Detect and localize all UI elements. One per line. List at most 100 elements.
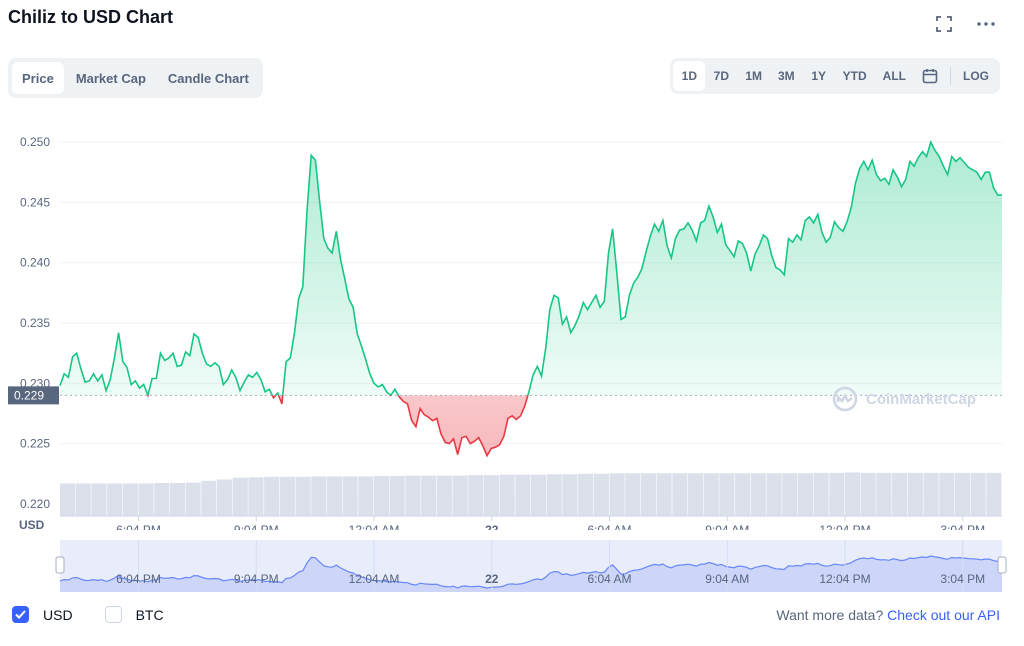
volume-bar bbox=[954, 472, 970, 516]
range-ytd[interactable]: YTD bbox=[842, 69, 867, 83]
volume-bar bbox=[389, 475, 405, 516]
volume-bar bbox=[829, 472, 845, 516]
navigator-tick-label: 9:04 AM bbox=[705, 572, 749, 586]
tab-price[interactable]: Price bbox=[12, 62, 64, 94]
navigator-handle-left[interactable] bbox=[55, 556, 65, 574]
volume-bar bbox=[876, 472, 892, 516]
usd-checkbox[interactable] bbox=[12, 606, 29, 623]
tab-market-cap[interactable]: Market Cap bbox=[75, 70, 146, 86]
series-legend: USD BTC bbox=[12, 606, 164, 623]
x-tick-label: 9:04 AM bbox=[705, 523, 749, 530]
expand-icon[interactable] bbox=[934, 14, 954, 34]
volume-bar bbox=[279, 476, 295, 516]
navigator-tick-label: 12:04 PM bbox=[819, 572, 870, 586]
volume-bar bbox=[122, 483, 138, 516]
volume-bar bbox=[326, 476, 342, 516]
tab-candle-chart[interactable]: Candle Chart bbox=[167, 70, 249, 86]
y-tick-label: 0.245 bbox=[20, 195, 50, 209]
navigator-tick-label: 3:04 PM bbox=[940, 572, 985, 586]
volume-bar bbox=[625, 473, 641, 516]
volume-bar bbox=[138, 483, 154, 516]
coinmarketcap-logo bbox=[832, 386, 858, 412]
volume-bar bbox=[797, 473, 813, 516]
chart-toolbar-icons bbox=[934, 14, 996, 34]
x-tick-label: 3:04 PM bbox=[940, 523, 985, 530]
volume-bar bbox=[609, 473, 625, 516]
volume-bar bbox=[169, 483, 185, 516]
volume-bar bbox=[311, 476, 327, 516]
price-line-up bbox=[59, 139, 1002, 396]
volume-bar bbox=[688, 473, 704, 516]
volume-bar bbox=[892, 472, 908, 516]
more-data-promo: Want more data? Check out our API bbox=[776, 607, 1000, 623]
btc-checkbox[interactable] bbox=[104, 606, 122, 623]
navigator-tick-label: 6:04 AM bbox=[587, 572, 631, 586]
calendar-icon[interactable] bbox=[914, 61, 946, 91]
legend-btc[interactable]: BTC bbox=[104, 606, 164, 623]
range-1m[interactable]: 1M bbox=[745, 69, 762, 83]
more-data-text: Want more data? bbox=[776, 607, 884, 623]
volume-bar bbox=[75, 483, 91, 516]
log-scale-toggle[interactable]: LOG bbox=[963, 69, 989, 83]
x-tick-label: 12:04 AM bbox=[349, 523, 400, 530]
y-tick-label: 0.225 bbox=[20, 437, 50, 451]
range-all[interactable]: ALL bbox=[882, 69, 906, 83]
navigator-tick-label: 6:04 PM bbox=[116, 572, 161, 586]
volume-bar bbox=[154, 483, 170, 516]
volume-bar bbox=[578, 473, 594, 516]
volume-bar bbox=[986, 472, 1002, 516]
legend-btc-label: BTC bbox=[135, 606, 164, 623]
legend-usd-label: USD bbox=[43, 606, 73, 623]
navigator-tick-label: 12:04 AM bbox=[349, 572, 400, 586]
legend-usd[interactable]: USD bbox=[12, 606, 73, 623]
y-tick-label: 0.240 bbox=[20, 256, 50, 270]
range-divider bbox=[950, 67, 951, 85]
volume-bar bbox=[656, 473, 672, 516]
volume-bar bbox=[531, 474, 547, 516]
volume-bar bbox=[719, 473, 735, 516]
range-1d[interactable]: 1D bbox=[673, 61, 706, 91]
volume-bar bbox=[813, 472, 829, 516]
range-7d[interactable]: 7D bbox=[713, 69, 729, 83]
baseline-tag-label: 0.229 bbox=[14, 388, 44, 402]
volume-bar bbox=[515, 474, 531, 516]
range-1y[interactable]: 1Y bbox=[811, 69, 827, 83]
volume-bar bbox=[907, 472, 923, 516]
range-3m[interactable]: 3M bbox=[778, 69, 795, 83]
volume-bar bbox=[782, 473, 798, 516]
x-tick-label: 22 bbox=[485, 523, 499, 530]
price-chart[interactable]: 0.2500.2450.2400.2350.2300.2250.2200.229… bbox=[0, 110, 1024, 530]
volume-bar bbox=[766, 473, 782, 516]
volume-bar bbox=[358, 476, 374, 516]
volume-bar bbox=[201, 480, 217, 516]
navigator-tick-label: 22 bbox=[485, 572, 499, 586]
volume-bar bbox=[593, 473, 609, 516]
baseline-tag bbox=[8, 386, 59, 405]
volume-bar bbox=[232, 477, 248, 516]
volume-bar bbox=[217, 479, 233, 516]
coinmarketcap-watermark: CoinMarketCap bbox=[832, 386, 976, 412]
volume-bar bbox=[468, 475, 484, 516]
volume-bar bbox=[60, 483, 76, 516]
volume-bar bbox=[107, 483, 123, 516]
volume-bar bbox=[452, 475, 468, 516]
y-tick-label: 0.220 bbox=[20, 497, 50, 511]
range-navigator[interactable]: 6:04 PM 9:04 PM 12:04 AM 22 6:04 AM 9:04 AM 12… bbox=[0, 530, 1024, 596]
volume-bar bbox=[939, 472, 955, 516]
time-range-selector: 1D 7D 1M 3M 1Y YTD ALL LOG bbox=[670, 58, 1000, 94]
x-tick-label: 6:04 AM bbox=[587, 523, 631, 530]
volume-bar bbox=[295, 476, 311, 516]
volume-bar bbox=[264, 476, 280, 516]
chart-type-tabs: Price Market Cap Candle Chart bbox=[8, 58, 263, 98]
more-dots-icon[interactable] bbox=[976, 14, 996, 34]
volume-bar bbox=[436, 475, 452, 516]
volume-bar bbox=[923, 472, 939, 516]
navigator-handle-right[interactable] bbox=[997, 556, 1007, 574]
volume-bar bbox=[703, 473, 719, 516]
volume-bar bbox=[248, 477, 264, 516]
volume-bar bbox=[342, 476, 358, 516]
y-tick-label: 0.250 bbox=[20, 135, 50, 149]
volume-bar bbox=[735, 473, 751, 516]
volume-bar bbox=[640, 473, 656, 516]
api-link[interactable]: Check out our API bbox=[887, 607, 1000, 623]
